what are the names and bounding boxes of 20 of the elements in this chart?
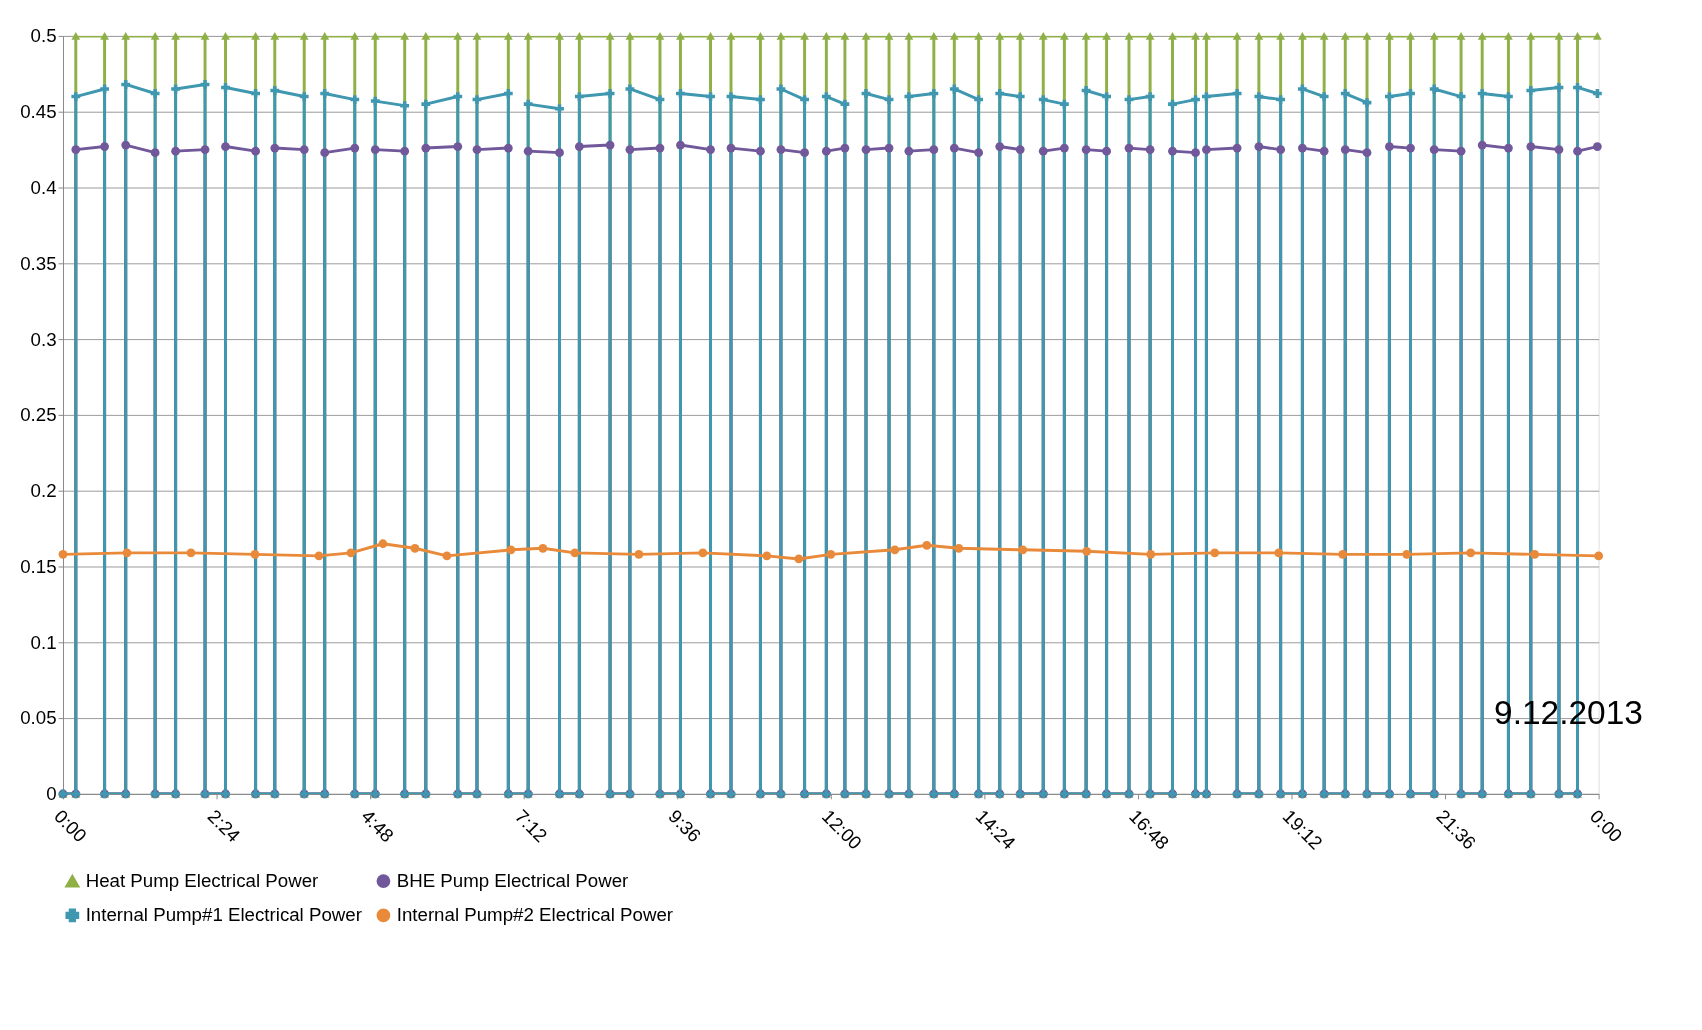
y-tick-label: 0.25 bbox=[20, 404, 57, 426]
y-tick-label: 0 bbox=[46, 783, 57, 805]
y-tick-label: 0.15 bbox=[20, 555, 57, 577]
y-tick-label: 0.5 bbox=[30, 25, 57, 47]
legend-label: Internal Pump#2 Electrical Power bbox=[396, 904, 673, 926]
point bbox=[58, 549, 68, 559]
point bbox=[1594, 551, 1604, 561]
y-tick-label: 0.4 bbox=[30, 176, 57, 198]
y-tick-label: 0.05 bbox=[20, 707, 57, 729]
x-tick-label: 0:00 bbox=[1585, 805, 1627, 847]
y-tick-label: 0.45 bbox=[20, 101, 57, 123]
x-tick-label: 4:48 bbox=[357, 805, 398, 847]
y-tick-label: 0.3 bbox=[30, 328, 57, 350]
legend-label: Heat Pump Electrical Power bbox=[85, 870, 319, 892]
legend-label: Internal Pump#1 Electrical Power bbox=[85, 904, 362, 926]
x-tick-label: 0:00 bbox=[50, 805, 91, 847]
legend-label: BHE Pump Electrical Power bbox=[396, 869, 629, 891]
y-tick-label: 0.35 bbox=[20, 252, 57, 274]
y-tick-label: 0.1 bbox=[30, 631, 57, 653]
y-tick-label: 0.2 bbox=[30, 480, 57, 502]
